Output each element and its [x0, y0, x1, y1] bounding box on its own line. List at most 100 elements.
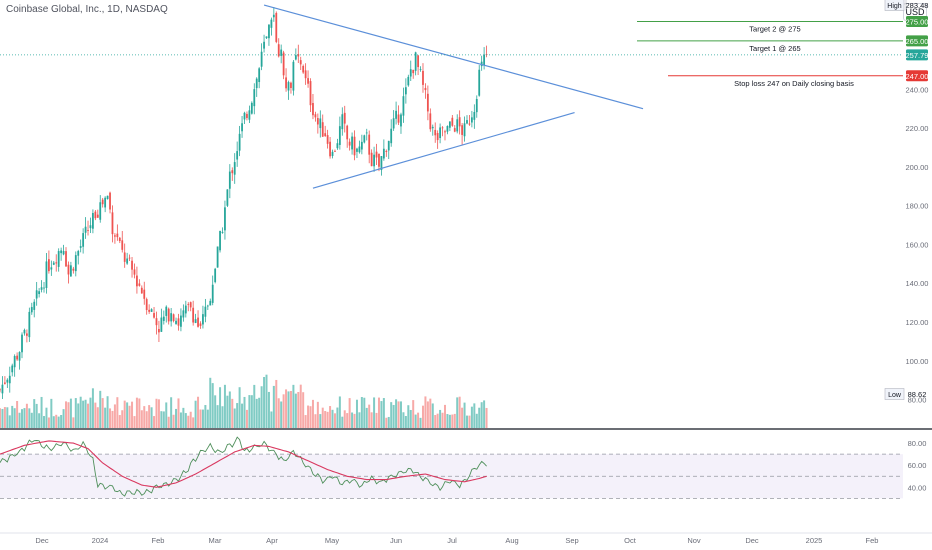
candle — [356, 148, 358, 152]
last-price-badge — [906, 49, 928, 61]
candle — [468, 123, 471, 125]
volume-bar — [412, 400, 415, 428]
volume-bar — [204, 405, 207, 428]
candle — [226, 189, 229, 206]
volume-bar — [302, 392, 305, 428]
volume-bar — [197, 396, 200, 428]
candle — [395, 110, 397, 119]
candle — [243, 112, 246, 120]
candle — [285, 77, 287, 89]
candle — [431, 126, 434, 129]
volume-bar — [99, 390, 102, 428]
price-tick-label: 100.00 — [906, 357, 929, 366]
candle — [346, 125, 349, 140]
candle — [258, 68, 261, 83]
volume-bar — [414, 414, 417, 428]
candle — [402, 96, 405, 116]
candle — [434, 129, 437, 136]
candle — [363, 135, 366, 143]
volume-bar — [473, 403, 476, 428]
candle — [70, 265, 72, 277]
volume-bar — [407, 405, 410, 428]
volume-bar — [57, 416, 60, 428]
candle — [451, 117, 454, 126]
candle — [246, 113, 248, 118]
volume-bar — [465, 415, 468, 428]
volume-bar — [221, 406, 224, 428]
volume-bar — [456, 397, 459, 428]
price-tick-label: 240.00 — [906, 85, 929, 94]
volume-bar — [436, 413, 439, 428]
candle — [23, 329, 26, 334]
candle — [417, 55, 419, 68]
candle — [145, 299, 148, 311]
candle — [11, 365, 14, 373]
candle — [18, 352, 21, 361]
volume-bar — [267, 391, 270, 428]
volume-bar — [404, 415, 407, 428]
signal-line — [0, 440, 487, 488]
volume-bar — [245, 409, 248, 428]
candle — [397, 114, 400, 123]
candle — [123, 252, 126, 262]
lower-trendline[interactable] — [312, 112, 575, 189]
price-tick-label: 120.00 — [906, 318, 929, 327]
candle — [180, 315, 182, 327]
candle — [360, 141, 363, 150]
volume-bar — [116, 397, 119, 428]
high-tag: High — [887, 3, 902, 10]
time-tick-label: Dec — [35, 536, 49, 545]
candle — [175, 320, 177, 324]
upper-trendline[interactable] — [263, 4, 644, 110]
candle — [321, 122, 324, 137]
volume-bar — [470, 406, 473, 428]
rsi-band-area — [0, 453, 903, 499]
candle — [297, 54, 300, 57]
volume-bar — [45, 407, 48, 428]
volume-bar — [270, 411, 273, 428]
candle — [404, 87, 407, 95]
volume-bar — [443, 404, 446, 428]
candle — [148, 309, 151, 312]
candle — [316, 118, 319, 125]
candle — [202, 314, 204, 325]
level-label: Target 2 @ 275 — [749, 24, 800, 33]
candle — [116, 233, 119, 238]
volume-bar — [143, 406, 146, 428]
volume-bar — [299, 384, 302, 428]
high-tag-box — [884, 0, 905, 11]
volume-bar — [260, 386, 263, 428]
volume-bar — [424, 396, 427, 428]
low-tag-box — [884, 388, 905, 400]
candle — [341, 114, 344, 130]
candle — [277, 44, 280, 57]
volume-bar — [431, 403, 434, 428]
price-tick-label: 160.00 — [906, 240, 929, 249]
volume-bar — [250, 395, 253, 428]
candle — [324, 133, 327, 137]
candle — [38, 291, 41, 295]
volume-bar — [478, 407, 481, 428]
candle — [118, 237, 121, 242]
candle — [153, 313, 155, 318]
candle — [28, 311, 31, 338]
candle — [199, 323, 202, 326]
volume-bar — [113, 404, 116, 428]
low-value: 88.62 — [908, 390, 927, 399]
volume-bar — [399, 401, 402, 428]
candle — [114, 235, 116, 237]
price-tick-label: 200.00 — [906, 163, 929, 172]
candle — [282, 52, 285, 76]
volume-bar — [28, 408, 31, 428]
time-tick-label: Nov — [687, 536, 701, 545]
candle — [182, 310, 185, 318]
time-tick-label: Mar — [209, 536, 222, 545]
price-badge — [906, 15, 928, 27]
rsi-tick-label: 40.00 — [908, 483, 927, 492]
volume-bar — [175, 408, 178, 428]
candle — [224, 207, 226, 231]
candle — [209, 300, 212, 306]
candle — [143, 289, 146, 299]
volume-bar — [241, 403, 244, 428]
